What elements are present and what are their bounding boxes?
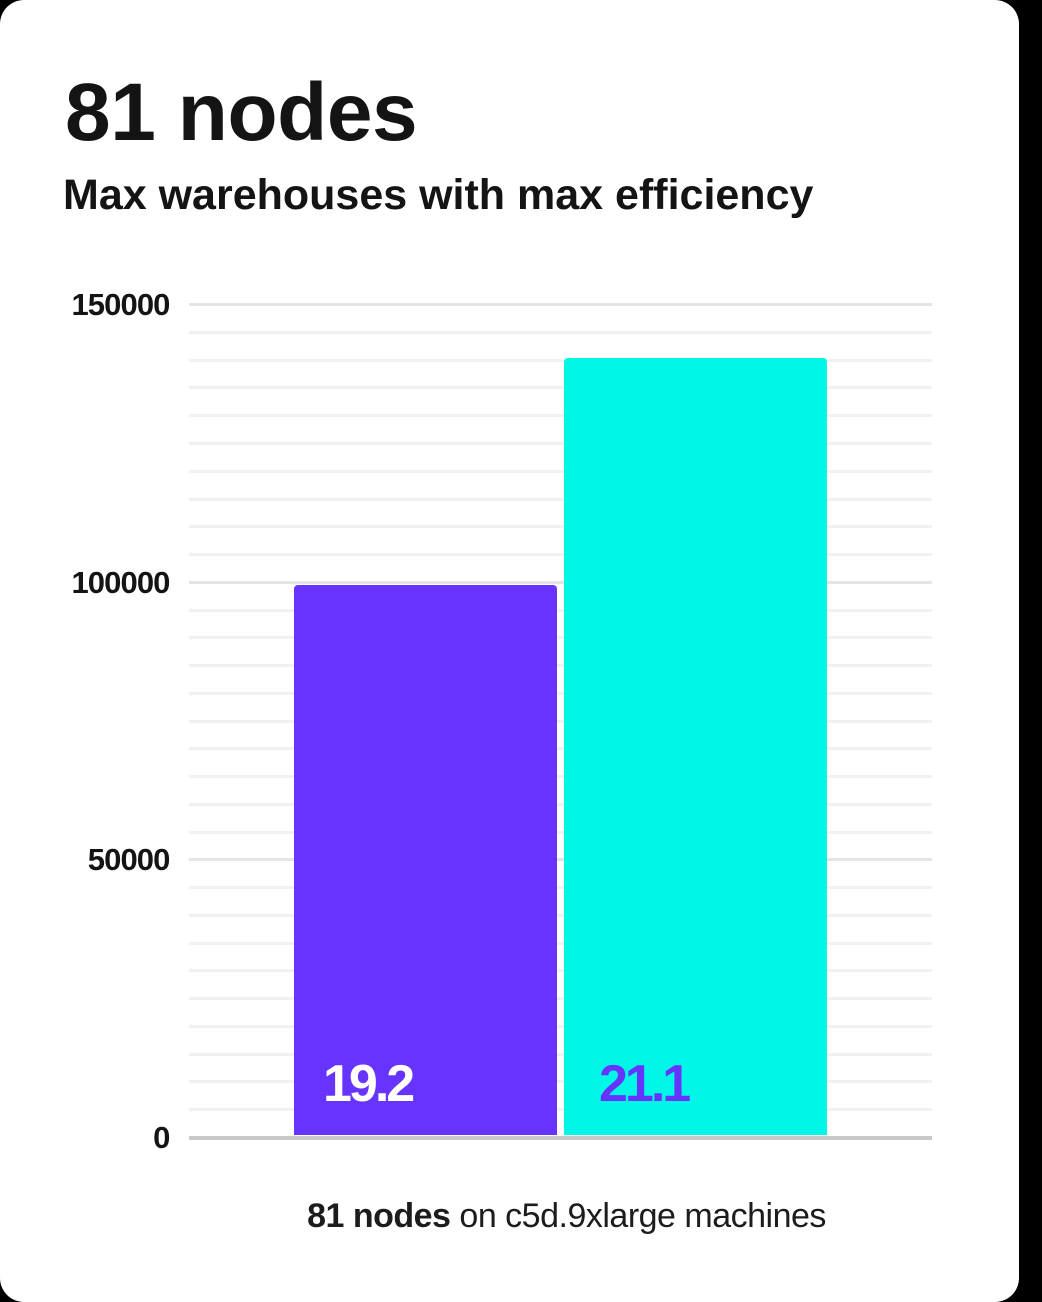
major-gridline: [189, 858, 932, 862]
y-axis-tick-label: 50000: [87, 842, 171, 878]
bar-19.2: [294, 584, 557, 1136]
minor-gridline: [189, 691, 932, 695]
minor-gridline: [189, 1024, 932, 1028]
minor-gridline: [189, 608, 932, 612]
minor-gridline: [189, 719, 932, 723]
minor-gridline: [189, 1052, 932, 1056]
chart-card: 81 nodes Max warehouses with max efficie…: [0, 0, 1019, 1302]
caption-regular-text: on c5d.9xlarge machines: [450, 1197, 826, 1235]
minor-gridline: [189, 386, 932, 390]
minor-gridline: [189, 969, 932, 973]
chart-subtitle: Max warehouses with max efficiency: [63, 170, 814, 219]
minor-gridline: [189, 358, 932, 362]
minor-gridline: [189, 1080, 932, 1084]
y-axis-tick-label: 150000: [71, 287, 170, 323]
minor-gridline: [189, 525, 932, 529]
minor-gridline: [189, 941, 932, 945]
minor-gridline: [189, 469, 932, 473]
major-gridline: [189, 580, 932, 584]
y-axis-tick-label: 100000: [71, 564, 170, 600]
minor-gridline: [189, 330, 932, 334]
bar-chart: 0 50000 100000 150000 19.2 21.1: [71, 287, 932, 1155]
caption-bold-text: 81 nodes: [307, 1197, 451, 1235]
minor-gridline: [189, 497, 932, 501]
minor-gridline: [189, 1108, 932, 1112]
minor-gridline: [189, 664, 932, 668]
minor-gridline: [189, 442, 932, 445]
bar-label-21.1: 21.1: [599, 1054, 691, 1113]
minor-gridline: [189, 775, 932, 779]
chart-title: 81 nodes: [65, 66, 418, 158]
minor-gridline: [189, 747, 932, 751]
minor-gridline: [189, 414, 932, 418]
bar-label-19.2: 19.2: [323, 1054, 415, 1113]
minor-gridline: [189, 997, 932, 1001]
major-gridline: [189, 303, 932, 307]
minor-gridline: [189, 553, 932, 557]
minor-gridline: [189, 830, 932, 834]
x-axis-line: [189, 1135, 932, 1140]
minor-gridline: [189, 913, 932, 917]
y-axis-tick-label: 0: [153, 1120, 170, 1155]
chart-caption: 81 nodes on c5d.9xlarge machines: [195, 1199, 938, 1233]
minor-gridline: [189, 636, 932, 640]
bar-21.1: [564, 357, 827, 1136]
minor-gridline: [189, 886, 932, 890]
minor-gridline: [189, 802, 932, 806]
